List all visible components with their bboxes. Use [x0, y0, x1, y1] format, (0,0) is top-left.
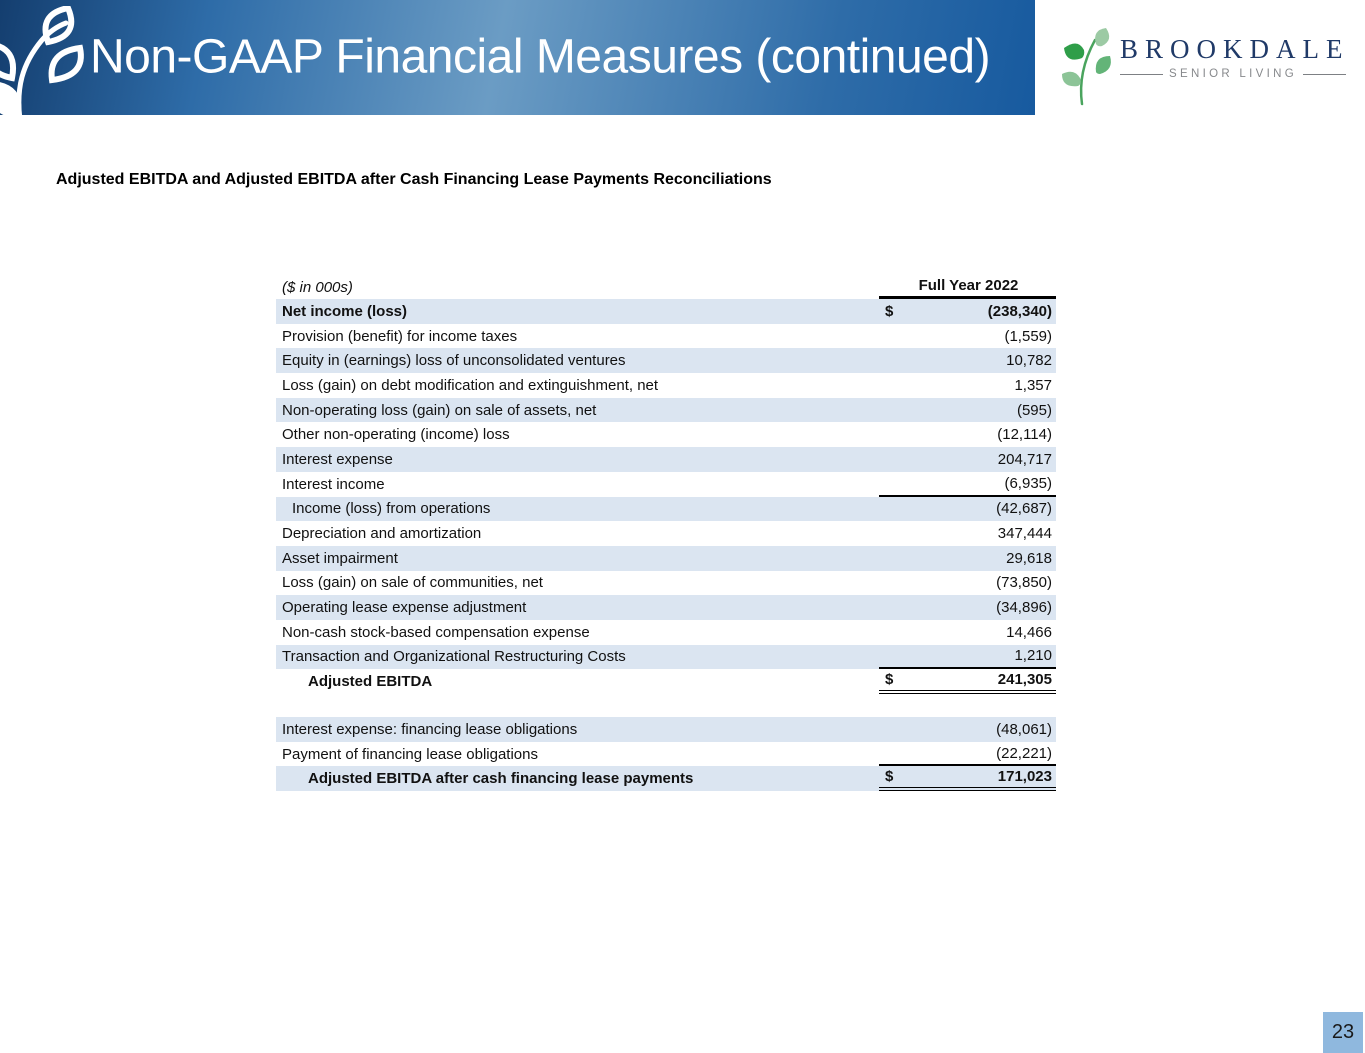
- row-value-zone: (6,935): [879, 472, 1056, 497]
- row-value-zone: 10,782: [879, 348, 1056, 373]
- table-row: Non-operating loss (gain) on sale of ass…: [276, 397, 1056, 423]
- row-value-zone: (34,896): [879, 595, 1056, 620]
- row-label: Asset impairment: [282, 549, 398, 567]
- logo-wordmark: BROOKDALE: [1120, 34, 1350, 64]
- row-label: Interest expense: financing lease obliga…: [282, 720, 578, 738]
- tagline-right-rule: [1302, 73, 1346, 75]
- table-row: Transaction and Organizational Restructu…: [276, 644, 1056, 670]
- table-row: Operating lease expense adjustment (34,8…: [276, 595, 1056, 620]
- row-value-zone: $ 241,305: [879, 669, 1056, 694]
- table-row: Adjusted EBITDA after cash financing lea…: [276, 766, 1056, 792]
- row-value: 29,618: [1006, 549, 1052, 567]
- row-label: Loss (gain) on sale of communities, net: [282, 574, 543, 592]
- row-label: Net income (loss): [282, 302, 408, 320]
- row-label: Income (loss) from operations: [292, 500, 491, 518]
- row-label: Adjusted EBITDA: [308, 673, 433, 691]
- row-label: Provision (benefit) for income taxes: [282, 327, 518, 345]
- table-row: Loss (gain) on sale of communities, net …: [276, 571, 1056, 596]
- row-value: 10,782: [1006, 352, 1052, 370]
- row-label: Interest income: [282, 475, 385, 493]
- table-row: Payment of financing lease obligations (…: [276, 742, 1056, 767]
- table-row: Asset impairment 29,618: [276, 545, 1056, 571]
- row-value: 171,023: [997, 768, 1052, 786]
- row-value: (595): [1016, 401, 1052, 419]
- table-row: Other non-operating (income) loss (12,11…: [276, 422, 1056, 447]
- row-value: (1,559): [1004, 327, 1052, 345]
- row-label: Transaction and Organizational Restructu…: [282, 648, 626, 666]
- row-value: 14,466: [1006, 623, 1052, 641]
- row-value-zone: (12,114): [879, 422, 1056, 447]
- row-value: (12,114): [997, 426, 1052, 444]
- row-value-zone: (22,221): [879, 742, 1056, 767]
- section-subtitle: Adjusted EBITDA and Adjusted EBITDA afte…: [56, 171, 772, 188]
- row-value: 347,444: [997, 525, 1052, 543]
- table-header-row: ($ in 000s) Full Year 2022: [276, 276, 1056, 299]
- page-number-badge: 23: [1323, 1012, 1363, 1053]
- row-label: Adjusted EBITDA after cash financing lea…: [308, 770, 694, 788]
- dollar-sign: $: [885, 671, 894, 689]
- row-value-zone: 347,444: [879, 521, 1056, 546]
- row-label: Other non-operating (income) loss: [282, 426, 510, 444]
- row-value-zone: $ (238,340): [879, 299, 1056, 324]
- row-value: (73,850): [996, 574, 1052, 592]
- row-value: (34,896): [996, 599, 1052, 617]
- row-label: Depreciation and amortization: [282, 525, 482, 543]
- row-label: Equity in (earnings) loss of unconsolida…: [282, 352, 626, 370]
- row-value-zone: (1,559): [879, 324, 1056, 349]
- brookdale-leaf-icon: [1062, 28, 1111, 106]
- tagline-left-rule: [1120, 73, 1164, 75]
- table-row: Non-cash stock-based compensation expens…: [276, 620, 1056, 645]
- row-value: 1,357: [1014, 376, 1052, 394]
- row-value-zone: (73,850): [879, 571, 1056, 596]
- row-value-zone: $ 171,023: [879, 766, 1056, 792]
- row-value-zone: (42,687): [879, 497, 1056, 522]
- brookdale-logo: BROOKDALE SENIOR LIVING: [1062, 20, 1352, 106]
- row-label: Non-cash stock-based compensation expens…: [282, 623, 590, 641]
- units-note: ($ in 000s): [282, 279, 353, 296]
- slide-title: Non-GAAP Financial Measures (continued): [90, 29, 991, 83]
- row-value: 241,305: [997, 671, 1052, 689]
- row-value-zone: 14,466: [879, 620, 1056, 645]
- column-header-full-year-2022: Full Year 2022: [879, 276, 1056, 299]
- row-value: (238,340): [987, 302, 1052, 320]
- row-value-zone: (48,061): [879, 717, 1056, 742]
- table-row: Interest income (6,935): [276, 472, 1056, 497]
- table-row: Interest expense 204,717: [276, 447, 1056, 472]
- logo-tagline-row: SENIOR LIVING: [1120, 68, 1346, 80]
- page-number: 23: [1331, 1021, 1355, 1043]
- row-value: (42,687): [996, 500, 1052, 518]
- row-label: Loss (gain) on debt modification and ext…: [282, 376, 659, 394]
- row-value-zone: 1,357: [879, 373, 1056, 398]
- table-row: Equity in (earnings) loss of unconsolida…: [276, 348, 1056, 374]
- logo-tagline: SENIOR LIVING: [1169, 68, 1297, 80]
- row-value: (22,221): [996, 744, 1052, 762]
- header-banner: Non-GAAP Financial Measures (continued): [0, 0, 1035, 118]
- logo-text: BROOKDALE SENIOR LIVING: [1120, 20, 1352, 80]
- dollar-sign: $: [885, 768, 894, 786]
- row-label: Interest expense: [282, 450, 393, 468]
- leaf-decoration-icon: [0, 6, 84, 118]
- table-row: Provision (benefit) for income taxes (1,…: [276, 324, 1056, 349]
- row-value-zone: 1,210: [879, 645, 1056, 670]
- table-row: Adjusted EBITDA $ 241,305: [276, 669, 1056, 694]
- row-value-zone: 29,618: [879, 546, 1056, 571]
- reconciliation-table: ($ in 000s) Full Year 2022 Net income (l…: [276, 276, 1056, 792]
- row-label: Payment of financing lease obligations: [282, 745, 538, 763]
- row-value: (6,935): [1004, 474, 1052, 492]
- row-label: Operating lease expense adjustment: [282, 599, 527, 617]
- row-value-zone: 204,717: [879, 447, 1056, 472]
- row-value-zone: (595): [879, 398, 1056, 423]
- table-row: Loss (gain) on debt modification and ext…: [276, 373, 1056, 398]
- row-value: 204,717: [997, 450, 1052, 468]
- dollar-sign: $: [885, 302, 894, 320]
- table-row: Interest expense: financing lease obliga…: [276, 717, 1056, 742]
- row-label: Non-operating loss (gain) on sale of ass…: [282, 401, 597, 419]
- row-value: (48,061): [996, 720, 1052, 738]
- table-row: Income (loss) from operations (42,687): [276, 496, 1056, 522]
- table-row: Net income (loss) $ (238,340): [276, 299, 1056, 324]
- table-row: Depreciation and amortization 347,444: [276, 521, 1056, 546]
- row-value: 1,210: [1014, 647, 1052, 665]
- table-body: Net income (loss) $ (238,340) Provision …: [276, 299, 1056, 792]
- table-gap: [276, 694, 1056, 717]
